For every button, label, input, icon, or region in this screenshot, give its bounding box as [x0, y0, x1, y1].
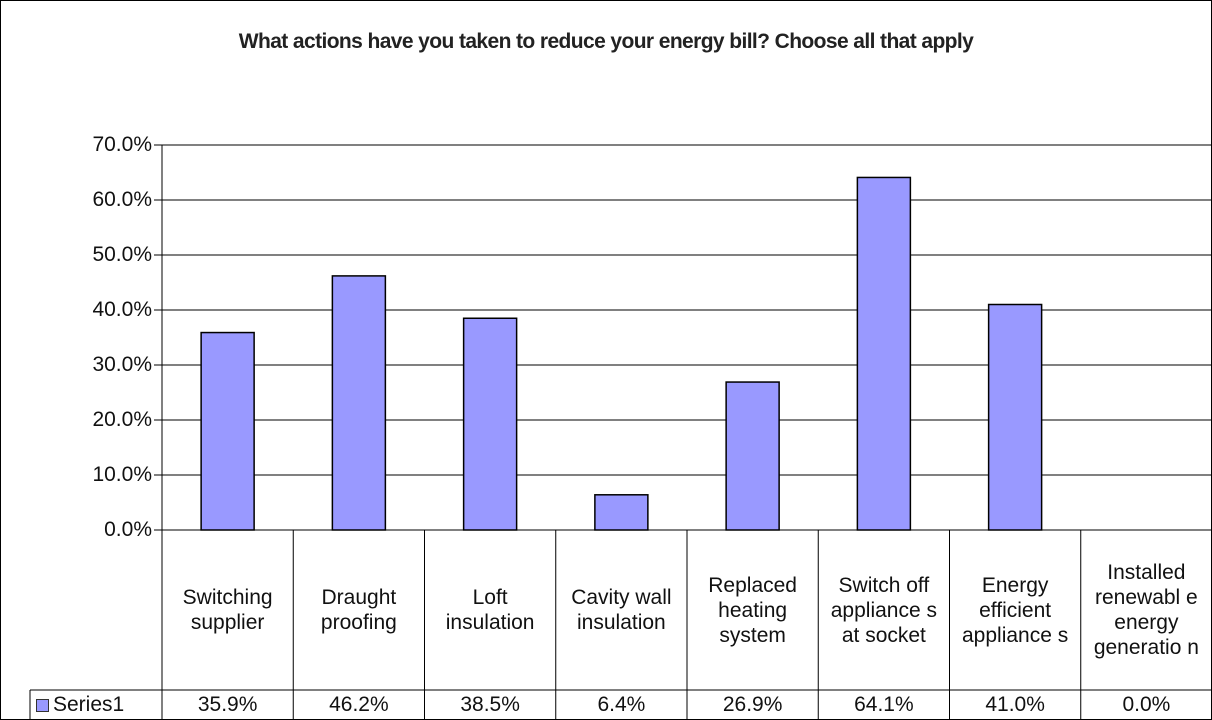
- bar: [462, 317, 518, 531]
- category-label: Energy efficient appliance s: [962, 573, 1069, 647]
- value-cell: 41.0%: [985, 693, 1045, 716]
- series-name: Series1: [53, 693, 125, 716]
- y-tick-label: 60.0%: [92, 188, 152, 211]
- y-tick-label: 40.0%: [92, 298, 152, 321]
- value-cell: 0.0%: [1122, 693, 1171, 716]
- data-table-series-key: Series1: [30, 690, 162, 720]
- y-tick-label: 0.0%: [104, 518, 152, 541]
- y-tick-label: 70.0%: [92, 133, 152, 156]
- y-tick-label: 50.0%: [92, 243, 152, 266]
- category-label: Switch off appliance s at socket: [830, 573, 937, 647]
- category-label: Replaced heating system: [708, 573, 797, 647]
- bar: [331, 275, 387, 531]
- value-cell: 26.9%: [722, 693, 783, 716]
- category-label: Cavity wall insulation: [571, 586, 672, 634]
- bar: [200, 331, 255, 531]
- y-tick-label: 30.0%: [92, 353, 152, 376]
- y-tick-label: 10.0%: [92, 463, 152, 486]
- series-swatch: [36, 698, 49, 712]
- bar: [856, 176, 912, 531]
- category-label: Draught proofing: [320, 586, 397, 634]
- category-label: Loft insulation: [445, 586, 535, 634]
- category-label: Installed renewabl e energy generatio n: [1093, 561, 1199, 659]
- value-cell: 38.5%: [460, 693, 520, 716]
- y-tick-label: 20.0%: [92, 408, 152, 431]
- value-cell: 46.2%: [329, 693, 389, 716]
- category-label: Switching supplier: [182, 586, 273, 634]
- bar: [987, 303, 1043, 531]
- bar: [594, 494, 649, 531]
- chart-title: What actions have you taken to reduce yo…: [238, 30, 974, 53]
- value-cell: 35.9%: [197, 693, 258, 716]
- bar: [725, 381, 780, 531]
- value-cell: 64.1%: [854, 693, 914, 716]
- value-cell: 6.4%: [597, 693, 646, 716]
